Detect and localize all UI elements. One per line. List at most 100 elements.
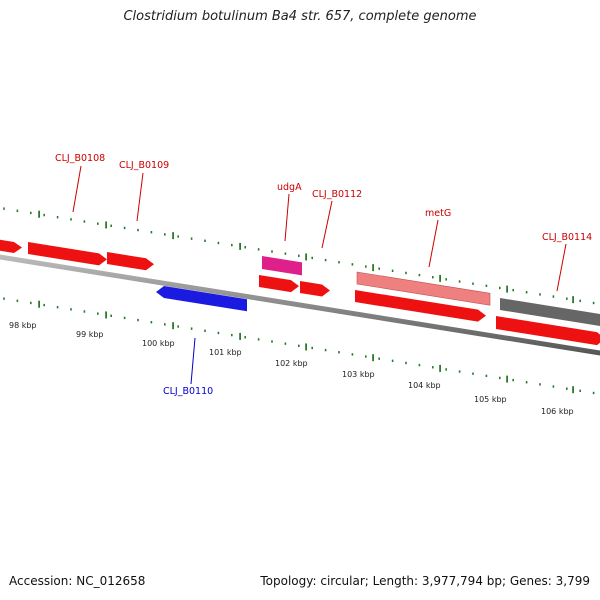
inner-ring-major-tick xyxy=(305,343,307,351)
outer-ring-minor-tick xyxy=(164,233,166,236)
inner-ring-minor-tick xyxy=(539,383,541,386)
outer-ring-minor-tick xyxy=(485,284,488,288)
outer-ring-minor-tick xyxy=(83,220,86,223)
outer-ring-minor-tick xyxy=(56,216,59,219)
inner-ring-minor-tick xyxy=(365,355,367,358)
leader-line xyxy=(428,219,439,268)
outer-ring-minor-tick xyxy=(204,239,206,242)
outer-ring-minor-tick xyxy=(16,209,19,212)
scale-label: 102 kbp xyxy=(275,359,308,368)
inner-ring-minor-tick xyxy=(97,312,99,315)
inner-ring-minor-tick xyxy=(204,329,206,332)
inner-ring-minor-tick xyxy=(177,325,179,328)
scale-label: 105 kbp xyxy=(474,395,507,404)
outer-ring-minor-tick xyxy=(324,258,327,262)
outer-ring-minor-tick xyxy=(70,218,72,221)
inner-ring-minor-tick xyxy=(391,359,394,363)
feature-arrow xyxy=(259,275,299,293)
genome-backbone xyxy=(0,254,600,356)
outer-ring-minor-tick xyxy=(97,222,99,225)
scale-label: 98 kbp xyxy=(9,321,37,330)
leader-line xyxy=(321,200,333,249)
inner-ring-major-tick xyxy=(439,364,441,372)
inner-ring-major-tick xyxy=(38,300,40,308)
outer-ring-minor-tick xyxy=(110,224,112,227)
leader-line xyxy=(136,172,144,222)
outer-tick-ring xyxy=(3,207,595,305)
outer-ring-major-tick xyxy=(305,253,307,261)
leader-line xyxy=(72,165,82,213)
inner-ring-minor-tick xyxy=(512,378,514,382)
outer-ring-major-tick xyxy=(439,274,441,282)
outer-ring-minor-tick xyxy=(592,301,595,305)
inner-ring-minor-tick xyxy=(123,316,126,320)
label-leader-lines xyxy=(72,165,567,385)
inner-ring-minor-tick xyxy=(418,363,421,367)
outer-ring-minor-tick xyxy=(284,252,287,255)
gene-label: metG xyxy=(425,208,451,219)
inner-ring-minor-tick xyxy=(472,372,474,375)
outer-ring-minor-tick xyxy=(217,241,220,245)
feature-gray xyxy=(500,298,600,326)
inner-ring-minor-tick xyxy=(164,323,166,326)
outer-ring-minor-tick xyxy=(432,276,434,279)
outer-ring-major-tick xyxy=(38,210,40,218)
gene-label: CLJ_B0109 xyxy=(119,160,169,171)
outer-ring-minor-tick xyxy=(405,271,407,275)
inner-tick-ring xyxy=(3,297,595,395)
scale-label: 103 kbp xyxy=(342,370,375,379)
topology-summary: Topology: circular; Length: 3,977,794 bp… xyxy=(260,574,590,588)
outer-ring-major-tick xyxy=(105,221,107,229)
inner-ring-minor-tick xyxy=(338,351,340,354)
inner-ring-minor-tick xyxy=(445,368,447,371)
outer-ring-minor-tick xyxy=(445,278,447,281)
inner-ring-minor-tick xyxy=(298,344,300,348)
outer-ring-minor-tick xyxy=(472,282,474,285)
outer-ring-minor-tick xyxy=(137,228,139,232)
scale-label: 106 kbp xyxy=(541,407,574,416)
scale-label: 104 kbp xyxy=(408,381,441,390)
outer-ring-minor-tick xyxy=(525,291,528,294)
gene-label: CLJ_B0110 xyxy=(163,386,213,397)
feature-track xyxy=(0,239,600,346)
feature-arrow xyxy=(496,316,600,346)
feature-pseudo xyxy=(356,271,491,306)
outer-ring-minor-tick xyxy=(391,269,394,273)
inner-ring-minor-tick xyxy=(552,385,555,388)
inner-ring-minor-tick xyxy=(43,303,45,307)
outer-ring-minor-tick xyxy=(499,286,501,290)
inner-ring-minor-tick xyxy=(499,376,501,380)
inner-ring-minor-tick xyxy=(579,389,581,393)
outer-ring-minor-tick xyxy=(257,248,260,251)
outer-ring-minor-tick xyxy=(365,265,367,268)
leader-line xyxy=(190,337,196,385)
outer-ring-minor-tick xyxy=(338,261,340,264)
outer-ring-minor-tick xyxy=(552,295,555,298)
outer-ring-minor-tick xyxy=(298,254,300,258)
inner-ring-minor-tick xyxy=(30,301,32,305)
inner-ring-minor-tick xyxy=(324,348,327,352)
scale-label: 101 kbp xyxy=(209,348,242,357)
inner-ring-minor-tick xyxy=(485,374,488,378)
outer-ring-minor-tick xyxy=(351,263,354,266)
inner-ring-minor-tick xyxy=(137,318,139,322)
outer-ring-major-tick xyxy=(239,242,241,250)
outer-ring-minor-tick xyxy=(579,299,581,303)
leader-line xyxy=(284,193,290,242)
inner-ring-minor-tick xyxy=(244,336,246,339)
feature-arrow xyxy=(300,281,330,297)
feature-arrow xyxy=(107,252,154,271)
outer-ring-minor-tick xyxy=(190,237,193,240)
inner-ring-minor-tick xyxy=(110,314,112,317)
outer-ring-minor-tick xyxy=(311,256,313,260)
inner-ring-minor-tick xyxy=(432,366,434,369)
inner-ring-minor-tick xyxy=(284,342,287,345)
inner-ring-minor-tick xyxy=(16,299,19,302)
inner-ring-minor-tick xyxy=(56,306,59,309)
leader-line xyxy=(556,243,567,292)
outer-ring-minor-tick xyxy=(539,293,541,296)
inner-ring-minor-tick xyxy=(458,370,461,373)
inner-ring-minor-tick xyxy=(311,346,313,350)
inner-ring-minor-tick xyxy=(83,310,86,313)
scale-label: 100 kbp xyxy=(142,339,175,348)
